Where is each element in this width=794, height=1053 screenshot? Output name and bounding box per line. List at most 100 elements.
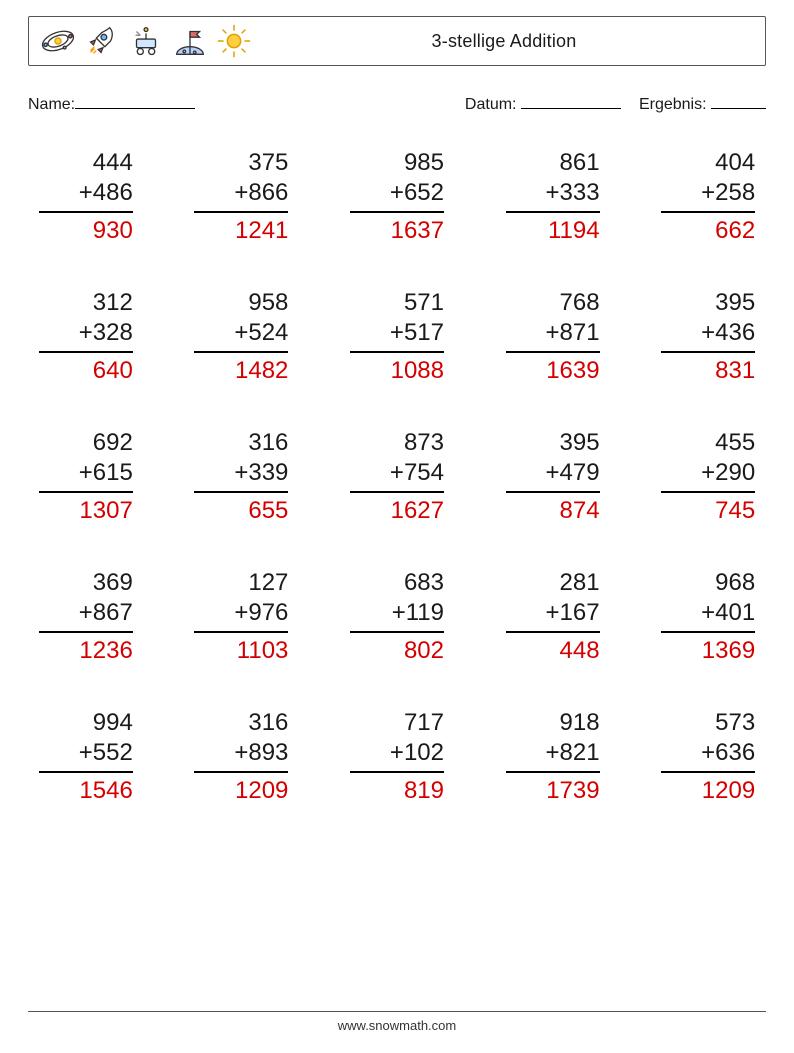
answer: 1482 xyxy=(194,356,288,386)
flag-dome-icon xyxy=(171,22,209,60)
addend-bottom: +652 xyxy=(350,178,444,213)
addend-top: 395 xyxy=(506,428,600,458)
problem: 768+8711639 xyxy=(506,288,600,386)
problem: 571+5171088 xyxy=(350,288,444,386)
addend-top: 692 xyxy=(39,428,133,458)
problem: 316+8931209 xyxy=(194,708,288,806)
addend-bottom: +486 xyxy=(39,178,133,213)
addend-bottom: +167 xyxy=(506,598,600,633)
addend-bottom: +328 xyxy=(39,318,133,353)
problem: 281+167448 xyxy=(506,568,600,666)
addend-top: 571 xyxy=(350,288,444,318)
addend-bottom: +517 xyxy=(350,318,444,353)
answer: 1639 xyxy=(506,356,600,386)
answer: 1103 xyxy=(194,636,288,666)
answer: 655 xyxy=(194,496,288,526)
addend-top: 968 xyxy=(661,568,755,598)
addend-bottom: +754 xyxy=(350,458,444,493)
addend-bottom: +615 xyxy=(39,458,133,493)
addend-top: 683 xyxy=(350,568,444,598)
sun-icon xyxy=(215,22,253,60)
worksheet-page: 3-stellige Addition Name: Datum: Ergebni… xyxy=(0,0,794,1053)
answer: 1739 xyxy=(506,776,600,806)
addend-bottom: +258 xyxy=(661,178,755,213)
addend-top: 395 xyxy=(661,288,755,318)
answer: 1088 xyxy=(350,356,444,386)
addend-bottom: +636 xyxy=(661,738,755,773)
answer: 1369 xyxy=(661,636,755,666)
header-icon-strip xyxy=(39,22,253,60)
answer: 802 xyxy=(350,636,444,666)
addend-bottom: +290 xyxy=(661,458,755,493)
answer: 930 xyxy=(39,216,133,246)
problem: 692+6151307 xyxy=(39,428,133,526)
footer-text: www.snowmath.com xyxy=(338,1018,456,1033)
answer: 745 xyxy=(661,496,755,526)
date-label: Datum: xyxy=(465,96,517,113)
addend-top: 316 xyxy=(194,428,288,458)
addend-bottom: +893 xyxy=(194,738,288,773)
addend-bottom: +102 xyxy=(350,738,444,773)
addend-top: 985 xyxy=(350,148,444,178)
result-label: Ergebnis: xyxy=(639,96,707,113)
answer: 1307 xyxy=(39,496,133,526)
answer: 448 xyxy=(506,636,600,666)
date-blank[interactable] xyxy=(521,92,621,109)
addend-top: 316 xyxy=(194,708,288,738)
addend-top: 994 xyxy=(39,708,133,738)
addend-top: 455 xyxy=(661,428,755,458)
addend-top: 127 xyxy=(194,568,288,598)
addend-bottom: +976 xyxy=(194,598,288,633)
info-row: Name: Datum: Ergebnis: xyxy=(28,92,766,114)
addend-bottom: +821 xyxy=(506,738,600,773)
addend-bottom: +333 xyxy=(506,178,600,213)
addend-bottom: +339 xyxy=(194,458,288,493)
answer: 819 xyxy=(350,776,444,806)
problem: 127+9761103 xyxy=(194,568,288,666)
addend-bottom: +436 xyxy=(661,318,755,353)
answer: 662 xyxy=(661,216,755,246)
answer: 1546 xyxy=(39,776,133,806)
addend-top: 861 xyxy=(506,148,600,178)
problem: 404+258662 xyxy=(661,148,755,246)
problem: 375+8661241 xyxy=(194,148,288,246)
answer: 1637 xyxy=(350,216,444,246)
addend-top: 312 xyxy=(39,288,133,318)
addend-bottom: +552 xyxy=(39,738,133,773)
name-blank[interactable] xyxy=(75,92,195,109)
footer: www.snowmath.com xyxy=(0,1011,794,1033)
name-label: Name: xyxy=(28,96,75,114)
problem: 455+290745 xyxy=(661,428,755,526)
answer: 640 xyxy=(39,356,133,386)
footer-rule xyxy=(28,1011,766,1012)
addend-top: 918 xyxy=(506,708,600,738)
answer: 831 xyxy=(661,356,755,386)
problem: 312+328640 xyxy=(39,288,133,386)
problem: 968+4011369 xyxy=(661,568,755,666)
answer: 1194 xyxy=(506,216,600,246)
addend-bottom: +524 xyxy=(194,318,288,353)
problem: 958+5241482 xyxy=(194,288,288,386)
addend-top: 717 xyxy=(350,708,444,738)
problem: 369+8671236 xyxy=(39,568,133,666)
addend-top: 369 xyxy=(39,568,133,598)
answer: 1241 xyxy=(194,216,288,246)
answer: 874 xyxy=(506,496,600,526)
header-box: 3-stellige Addition xyxy=(28,16,766,66)
addend-top: 573 xyxy=(661,708,755,738)
problem: 395+479874 xyxy=(506,428,600,526)
problem: 873+7541627 xyxy=(350,428,444,526)
problem: 573+6361209 xyxy=(661,708,755,806)
result-blank[interactable] xyxy=(711,92,766,109)
addend-bottom: +401 xyxy=(661,598,755,633)
problem: 985+6521637 xyxy=(350,148,444,246)
answer: 1627 xyxy=(350,496,444,526)
addend-top: 444 xyxy=(39,148,133,178)
addend-top: 404 xyxy=(661,148,755,178)
problem: 683+119802 xyxy=(350,568,444,666)
answer: 1236 xyxy=(39,636,133,666)
addend-bottom: +479 xyxy=(506,458,600,493)
problem: 444+486930 xyxy=(39,148,133,246)
problem: 395+436831 xyxy=(661,288,755,386)
addend-top: 768 xyxy=(506,288,600,318)
